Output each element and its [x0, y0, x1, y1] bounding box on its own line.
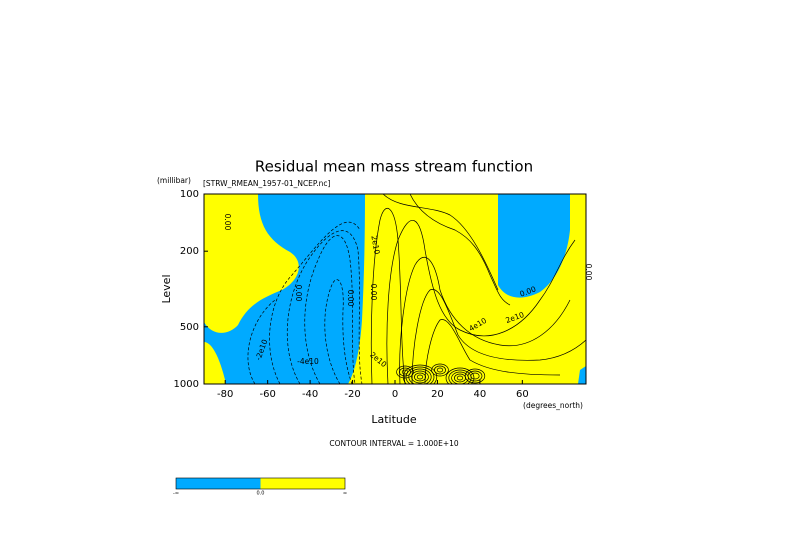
contour-label: 2e10 — [369, 235, 381, 255]
x-tick-label: 0 — [392, 389, 398, 400]
x-tick-label: -40 — [302, 389, 318, 400]
contour-line — [436, 367, 444, 373]
file-label: [STRW_RMEAN_1957-01_NCEP.nc] — [203, 179, 331, 188]
y-tick-label: 200 — [180, 246, 199, 257]
contour-field — [204, 194, 586, 384]
contour-line — [431, 363, 449, 377]
contour-line — [324, 279, 353, 384]
positive-region — [348, 194, 586, 384]
y-axis-label: Level — [160, 274, 173, 303]
contour-line — [304, 235, 356, 384]
contour-line — [399, 367, 411, 377]
contour-line — [269, 222, 361, 384]
contour-interval: CONTOUR INTERVAL = 1.000E+10 — [329, 439, 459, 448]
contour-line — [411, 289, 586, 384]
colorbar-swatch — [260, 478, 345, 489]
contour-label: 0.00 — [584, 264, 593, 281]
y-tick-label: 500 — [180, 322, 199, 333]
y-unit: (millibar) — [157, 176, 191, 185]
y-tick-label: 100 — [180, 189, 199, 200]
contour-line — [464, 368, 486, 384]
contour-label: 0.00 — [369, 284, 378, 301]
x-tick-label: -60 — [259, 389, 275, 400]
colorbar-frame — [175, 477, 346, 490]
contour-label: 0.00 — [346, 290, 355, 307]
contour-line — [445, 367, 475, 384]
contour-label: 0.00 — [294, 285, 303, 302]
contour-line — [434, 365, 446, 375]
contour-label: 0.00 — [223, 214, 232, 231]
contour-line — [386, 219, 576, 384]
contour-line — [370, 208, 406, 384]
contour-line — [414, 372, 426, 382]
contour-line — [399, 256, 571, 384]
contour-line — [456, 375, 464, 381]
contour-line — [424, 319, 561, 384]
colorbar-label: 0.0 — [257, 491, 265, 497]
x-tick-label: 60 — [516, 389, 529, 400]
x-unit: (degrees_north) — [523, 401, 583, 410]
y-tick-label: 1000 — [174, 379, 199, 390]
contour-line — [411, 370, 429, 384]
colorbar-label: -∞ — [173, 491, 179, 497]
contour-line — [405, 366, 435, 384]
colorbar-label: ∞ — [343, 491, 347, 497]
x-tick-label: -20 — [344, 389, 360, 400]
contour-label: -4e10 — [297, 357, 319, 366]
x-axis-label: Latitude — [371, 413, 417, 426]
contour-line — [470, 372, 480, 380]
positive-region — [204, 194, 299, 333]
contour-line — [382, 194, 499, 291]
contour-line — [467, 370, 483, 382]
contour-line — [416, 374, 424, 380]
x-tick-label: 40 — [474, 389, 487, 400]
negative-region — [578, 366, 586, 384]
chart-title: Residual mean mass stream function — [255, 158, 533, 176]
x-tick-label: 20 — [431, 389, 444, 400]
contour-line — [396, 365, 414, 379]
contour-line — [409, 194, 511, 306]
colorbar-swatch — [176, 478, 261, 489]
contour-line — [401, 369, 409, 375]
contour-line — [402, 364, 438, 384]
positive-region — [204, 342, 226, 384]
x-tick-label: -80 — [217, 389, 233, 400]
